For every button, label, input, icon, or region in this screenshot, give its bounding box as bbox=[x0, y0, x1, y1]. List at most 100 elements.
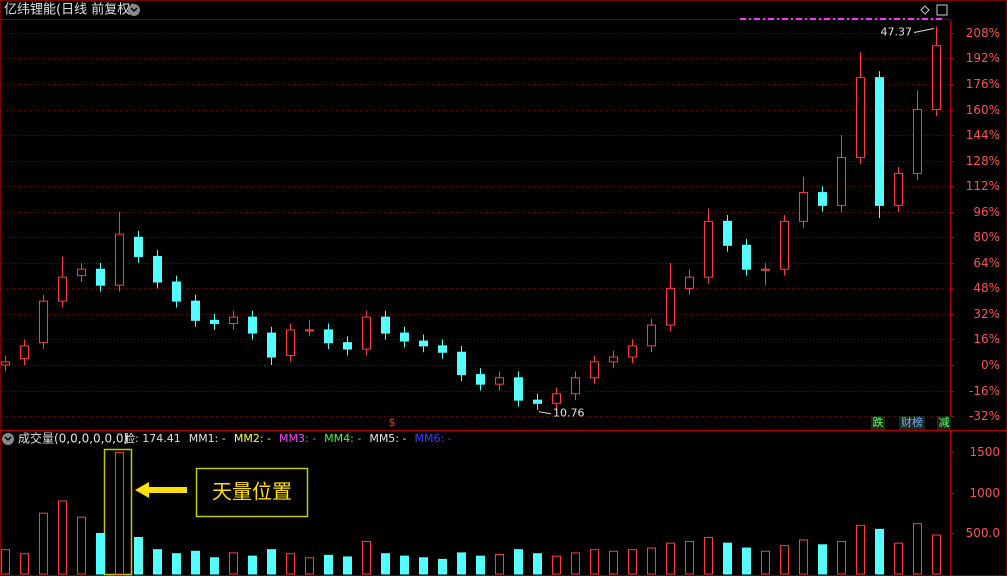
volume-bar bbox=[39, 512, 48, 575]
candle-body bbox=[818, 192, 827, 206]
arrow bbox=[135, 482, 187, 498]
candle-body bbox=[723, 220, 732, 246]
volume-bar bbox=[286, 553, 295, 575]
volume-bar bbox=[590, 549, 599, 575]
volume-bar bbox=[438, 558, 447, 575]
candle-body bbox=[115, 233, 124, 286]
y-tick-label: 176% bbox=[966, 77, 1000, 91]
volume-bar bbox=[248, 555, 257, 575]
volume-bar bbox=[742, 547, 751, 575]
candle-body bbox=[704, 220, 713, 278]
high-label: 47.37 bbox=[881, 26, 913, 39]
candle-body bbox=[571, 377, 580, 395]
candle-body bbox=[590, 361, 599, 379]
legend-item: MM5: - bbox=[369, 432, 406, 445]
volume-bar bbox=[96, 532, 105, 575]
candle-body bbox=[742, 244, 751, 270]
volume-bar bbox=[77, 516, 86, 575]
legend-item: MM2: - bbox=[234, 432, 271, 445]
candle-body bbox=[172, 281, 181, 302]
y-tick-label: 500.0 bbox=[966, 526, 1000, 540]
volume-bar bbox=[533, 553, 542, 575]
volume-bar bbox=[571, 552, 580, 575]
marker: 减 bbox=[939, 416, 950, 429]
candle-body bbox=[134, 236, 143, 257]
legend-item: MM1: - bbox=[189, 432, 226, 445]
candle-body bbox=[799, 192, 808, 222]
candle-body bbox=[400, 332, 409, 342]
candle-body bbox=[58, 276, 67, 302]
candle-body bbox=[438, 345, 447, 353]
volume-bar bbox=[267, 549, 276, 575]
volume-bar bbox=[400, 555, 409, 575]
volume-bar bbox=[647, 547, 656, 575]
candle-body bbox=[533, 399, 542, 404]
candle-body bbox=[476, 374, 485, 385]
marker: 跌 bbox=[873, 415, 884, 429]
legend-item: 脸: 174.41 bbox=[124, 431, 181, 445]
volume-bar bbox=[115, 451, 124, 575]
menu-icon bbox=[4, 436, 12, 442]
volume-bar bbox=[723, 542, 732, 575]
volume-bar bbox=[153, 549, 162, 575]
volume-bar bbox=[305, 557, 314, 575]
volume-bar bbox=[343, 556, 352, 575]
volume-bar bbox=[20, 553, 29, 575]
volume-bar bbox=[837, 541, 846, 575]
volume-bar bbox=[780, 545, 789, 575]
volume-bar bbox=[761, 550, 770, 575]
candle-body bbox=[39, 300, 48, 344]
legend-item: MM3: - bbox=[279, 432, 316, 445]
candle-body bbox=[552, 393, 561, 404]
candle-body bbox=[837, 156, 846, 206]
volume-bar bbox=[894, 542, 903, 575]
candle-body bbox=[343, 342, 352, 350]
candle-body bbox=[894, 172, 903, 206]
volume-bar bbox=[191, 550, 200, 575]
pointer bbox=[913, 28, 935, 34]
candle-body bbox=[457, 351, 466, 376]
candle-body bbox=[229, 316, 238, 325]
volume-bar bbox=[58, 500, 67, 575]
y-tick-label: 64% bbox=[973, 256, 1000, 270]
volume-bar bbox=[210, 557, 219, 575]
volume-bar bbox=[476, 555, 485, 575]
volume-bar bbox=[913, 523, 922, 575]
low-label: 10.76 bbox=[553, 407, 585, 420]
y-tick-label: 144% bbox=[966, 128, 1000, 142]
diamond-icon[interactable] bbox=[920, 5, 930, 15]
candle-body bbox=[514, 377, 523, 401]
volume-bar bbox=[932, 534, 941, 575]
panel-icon[interactable] bbox=[936, 4, 948, 16]
candle-body bbox=[362, 316, 371, 350]
marker-box bbox=[937, 416, 951, 430]
y-tick-label: -16% bbox=[969, 384, 1000, 398]
volume-bar bbox=[419, 557, 428, 575]
candle-body bbox=[324, 329, 333, 344]
volume-bar bbox=[818, 544, 827, 575]
y-tick-label: 128% bbox=[966, 154, 1000, 168]
candle-body bbox=[628, 345, 637, 358]
s-marker: $ bbox=[389, 416, 396, 429]
candle-body bbox=[419, 340, 428, 347]
volume-bar bbox=[875, 528, 884, 575]
y-tick-label: 208% bbox=[966, 26, 1000, 40]
y-tick-label: 32% bbox=[973, 307, 1000, 321]
candle-body bbox=[932, 45, 941, 111]
candle-body bbox=[20, 345, 29, 360]
candle-body bbox=[666, 287, 675, 326]
volume-bar bbox=[381, 553, 390, 575]
y-tick-label: 16% bbox=[973, 332, 1000, 346]
candle-body bbox=[286, 329, 295, 356]
candle-body bbox=[248, 316, 257, 334]
y-tick-label: 96% bbox=[973, 205, 1000, 219]
marker-box bbox=[871, 416, 885, 430]
volume-bar bbox=[666, 542, 675, 575]
candle-body bbox=[495, 377, 504, 385]
candle-body bbox=[913, 109, 922, 174]
pointer bbox=[538, 411, 552, 415]
candle-body bbox=[381, 316, 390, 334]
y-tick-label: 48% bbox=[973, 281, 1000, 295]
candle-body bbox=[780, 220, 789, 270]
